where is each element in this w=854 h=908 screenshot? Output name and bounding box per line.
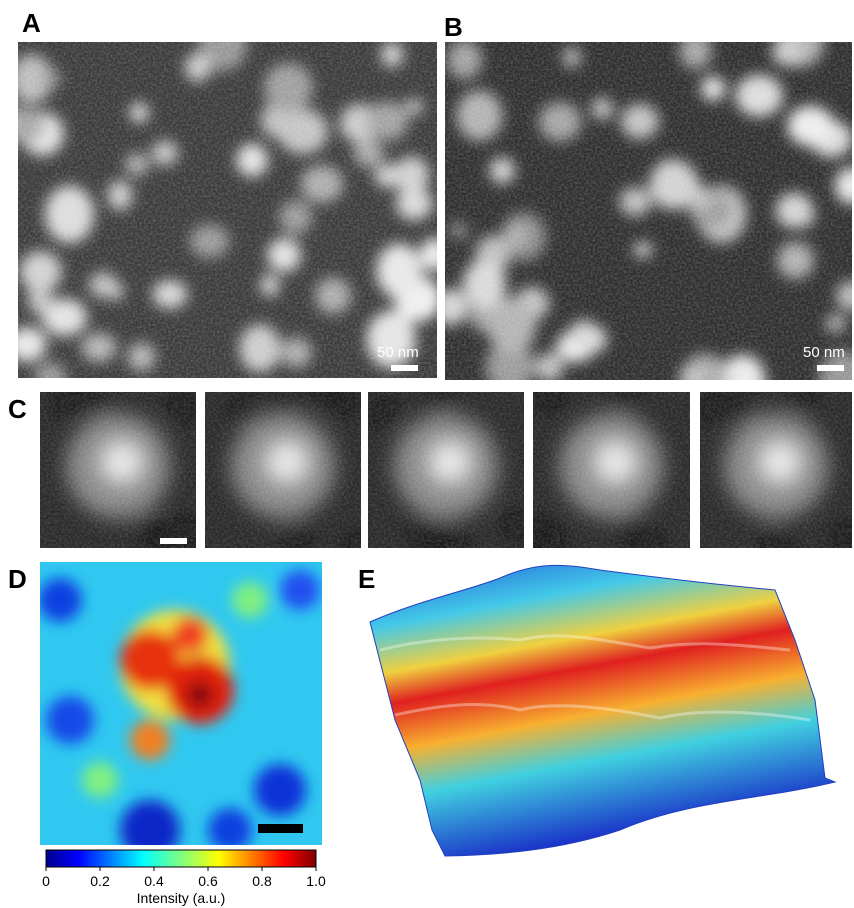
noise [368,392,524,548]
image-panel [205,380,371,558]
panel-label: B [444,12,463,42]
noise [533,392,690,548]
heat-blob [254,764,306,816]
noise [700,392,852,548]
panel-label: C [8,394,27,424]
panel-label: E [358,564,375,594]
image-panel [700,389,854,553]
heat-blob [208,808,252,852]
scale-bar [817,365,844,371]
colorbar-tick-label: 1.0 [306,873,326,889]
panel-label: A [22,8,41,38]
colorbar-tick-label: 0.2 [90,873,110,889]
heat-blob [172,617,208,653]
noise [205,392,361,548]
colorbar-tick-label: 0.8 [252,873,272,889]
image-panel [40,392,201,548]
heat-blob [82,762,118,798]
noise [40,392,196,548]
heat-blob [38,578,82,622]
colorbar-tick-label: 0 [42,873,50,889]
image-panel [368,387,530,551]
heat-blob [130,720,170,760]
scale-bar [258,824,303,833]
noise [18,42,437,378]
heat-blob [46,696,94,744]
heat-blob [186,681,214,709]
colorbar-tick-label: 0.6 [198,873,218,889]
figure: A B C D E 50 nm 50 nm Intensity (a.u.) 0… [0,0,854,908]
panel-label: D [8,564,27,594]
scale-bar-label: 50 nm [803,344,845,361]
scale-bar [391,365,418,371]
colorbar-tick-label: 0.4 [144,873,164,889]
image-panel [38,562,322,860]
noise [445,42,852,380]
colorbar-label: Intensity (a.u.) [137,890,226,906]
surface [370,565,835,856]
colorbar [46,850,316,867]
heat-blob [280,570,320,610]
scale-bar [160,538,187,544]
heat-blob [232,582,268,618]
image-panel [0,15,448,391]
image-panel [434,18,854,406]
image-panel [524,383,690,555]
scale-bar-label: 50 nm [377,344,419,361]
